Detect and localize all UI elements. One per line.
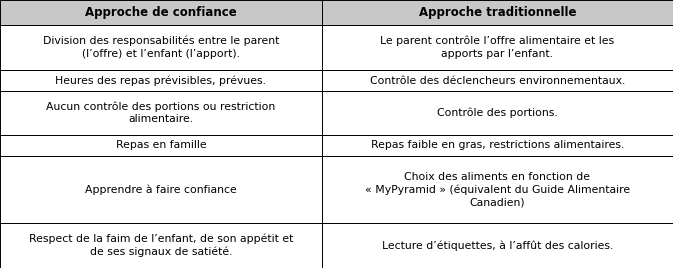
Text: Approche de confiance: Approche de confiance bbox=[85, 6, 237, 19]
Bar bbox=[322, 91, 673, 135]
Bar bbox=[322, 223, 673, 268]
Text: Approche traditionnelle: Approche traditionnelle bbox=[419, 6, 576, 19]
Text: Repas en famille: Repas en famille bbox=[116, 140, 206, 150]
Text: Le parent contrôle l’offre alimentaire et les
apports par l’enfant.: Le parent contrôle l’offre alimentaire e… bbox=[380, 36, 614, 59]
Text: Aucun contrôle des portions ou restriction
alimentaire.: Aucun contrôle des portions ou restricti… bbox=[46, 102, 275, 124]
Bar bbox=[322, 135, 673, 156]
Text: Contrôle des portions.: Contrôle des portions. bbox=[437, 108, 558, 118]
Bar bbox=[0, 135, 322, 156]
Bar bbox=[322, 25, 673, 70]
Bar bbox=[322, 156, 673, 223]
Text: Apprendre à faire confiance: Apprendre à faire confiance bbox=[85, 184, 237, 195]
Bar bbox=[0, 223, 322, 268]
Text: Division des responsabilités entre le parent
(l’offre) et l’enfant (l’apport).: Division des responsabilités entre le pa… bbox=[42, 36, 279, 59]
Bar bbox=[0, 25, 322, 70]
Bar bbox=[322, 70, 673, 91]
Bar bbox=[0, 70, 322, 91]
Bar bbox=[0, 0, 322, 25]
Text: Lecture d’étiquettes, à l’affût des calories.: Lecture d’étiquettes, à l’affût des calo… bbox=[382, 240, 613, 251]
Bar bbox=[0, 91, 322, 135]
Bar bbox=[0, 156, 322, 223]
Bar bbox=[322, 0, 673, 25]
Text: Heures des repas prévisibles, prévues.: Heures des repas prévisibles, prévues. bbox=[55, 76, 267, 86]
Text: Repas faible en gras, restrictions alimentaires.: Repas faible en gras, restrictions alime… bbox=[371, 140, 624, 150]
Text: Choix des aliments en fonction de
« MyPyramid » (équivalent du Guide Alimentaire: Choix des aliments en fonction de « MyPy… bbox=[365, 172, 630, 207]
Text: Contrôle des déclencheurs environnementaux.: Contrôle des déclencheurs environnementa… bbox=[369, 76, 625, 86]
Text: Respect de la faim de l’enfant, de son appétit et
de ses signaux de satiété.: Respect de la faim de l’enfant, de son a… bbox=[29, 234, 293, 257]
